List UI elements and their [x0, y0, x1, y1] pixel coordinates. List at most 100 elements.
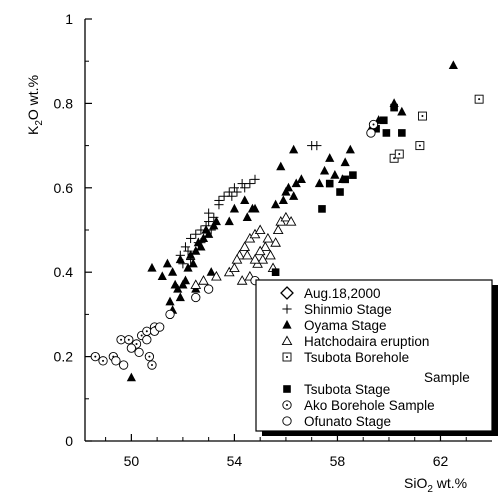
square-dot-point [415, 141, 425, 151]
legend-marker [282, 319, 292, 329]
triangle-filled-point [345, 144, 355, 154]
triangle-filled-point [325, 153, 335, 162]
legend-label: Tsubota Borehole [304, 350, 409, 365]
y-tick-label: 1 [65, 11, 73, 27]
circle-dot-point [142, 326, 152, 336]
triangle-filled-point [186, 250, 196, 259]
triangle-open-point [239, 241, 251, 251]
square-filled-point [349, 171, 357, 179]
square-filled-point [398, 129, 406, 137]
triangle-filled-point [191, 246, 201, 255]
triangle-filled-point [180, 275, 191, 285]
plus-point [312, 141, 322, 151]
circle-dot-point [368, 119, 379, 130]
data-marks [90, 60, 484, 382]
circle-open-point [155, 322, 165, 332]
triangle-filled-point [206, 267, 216, 276]
plus-point [229, 183, 240, 193]
triangle-open-point [254, 245, 266, 256]
legend-marker [282, 304, 292, 314]
legend-marker [282, 352, 292, 362]
plus-point [191, 229, 201, 239]
square-dot-point [417, 111, 427, 121]
plus-point [232, 187, 242, 197]
triangle-filled-point [330, 170, 340, 179]
circle-open-point [118, 360, 129, 370]
x-tick-label: 58 [330, 453, 346, 469]
plus-point [245, 178, 255, 189]
triangle-open-point [280, 211, 292, 222]
triangle-filled-point [276, 161, 286, 171]
triangle-open-point [249, 254, 261, 264]
triangle-filled-point [242, 212, 252, 221]
triangle-filled-point [175, 254, 185, 264]
triangle-filled-point [289, 191, 299, 200]
triangle-filled-point [157, 271, 167, 281]
triangle-open-point [241, 249, 253, 260]
triangle-filled-point [314, 178, 325, 188]
triangle-open-point [211, 270, 222, 281]
triangle-filled-point [162, 258, 173, 268]
legend-label: Shinmio Stage [304, 302, 392, 317]
triangle-filled-point [175, 292, 185, 302]
plus-point [250, 174, 260, 184]
circle-open-point [203, 284, 214, 294]
triangle-filled-point [397, 106, 407, 116]
x-tick-label: 62 [433, 453, 449, 469]
triangle-filled-point [188, 258, 198, 268]
triangle-filled-point [240, 195, 250, 205]
triangle-filled-point [147, 262, 157, 272]
legend-marker [280, 286, 294, 300]
triangle-open-point [236, 275, 248, 285]
triangle-filled-point [198, 233, 209, 243]
x-axis-label: SiO2 wt.% [404, 475, 467, 493]
x-tick-label: 54 [227, 453, 243, 469]
square-filled-point [341, 175, 349, 184]
circle-dot-point [90, 351, 100, 362]
triangle-filled-point [204, 229, 214, 238]
plus-point [183, 246, 193, 256]
triangle-filled-point [278, 195, 288, 205]
square-filled-point [318, 205, 326, 213]
circle-dot-point [98, 356, 108, 366]
plus-point [240, 183, 250, 193]
legend-label: Hatchodaira eruption [304, 334, 429, 349]
triangle-filled-point [250, 203, 260, 213]
triangle-open-point [231, 254, 243, 264]
legend-marker [281, 335, 293, 346]
square-filled-point [325, 179, 334, 188]
legend-marker [282, 416, 292, 426]
triangle-filled-point [196, 241, 206, 251]
y-tick-label: 0.6 [54, 180, 74, 196]
y-axis-label: K2O wt.% [25, 75, 45, 135]
triangle-filled-point [211, 216, 221, 226]
legend-label: Ofunato Stage [304, 414, 391, 429]
square-filled-point [390, 103, 398, 112]
triangle-filled-point [126, 372, 136, 382]
y-tick-label: 0 [65, 433, 73, 449]
legend-marker [282, 400, 292, 410]
triangle-open-point [198, 275, 209, 285]
triangle-open-point [270, 237, 281, 247]
circle-open-point [126, 343, 137, 353]
square-filled-point [336, 188, 344, 196]
square-filled-point [380, 116, 388, 125]
triangle-filled-point [167, 267, 178, 276]
plus-point [209, 212, 219, 222]
square-filled-point [372, 124, 380, 133]
triangle-open-point [190, 279, 202, 289]
plus-point [204, 216, 214, 227]
circle-open-point [134, 347, 144, 358]
plus-point [227, 191, 237, 201]
circle-dot-point [124, 335, 134, 345]
triangle-filled-point [448, 60, 458, 70]
y-tick-label: 0.4 [54, 264, 74, 280]
triangle-open-point [254, 224, 266, 235]
legend-label: Aug.18,2000 [304, 286, 381, 301]
triangle-filled-point [165, 296, 175, 306]
triangle-filled-point [281, 186, 291, 196]
plus-point [214, 200, 224, 210]
circle-dot-point [144, 351, 155, 362]
